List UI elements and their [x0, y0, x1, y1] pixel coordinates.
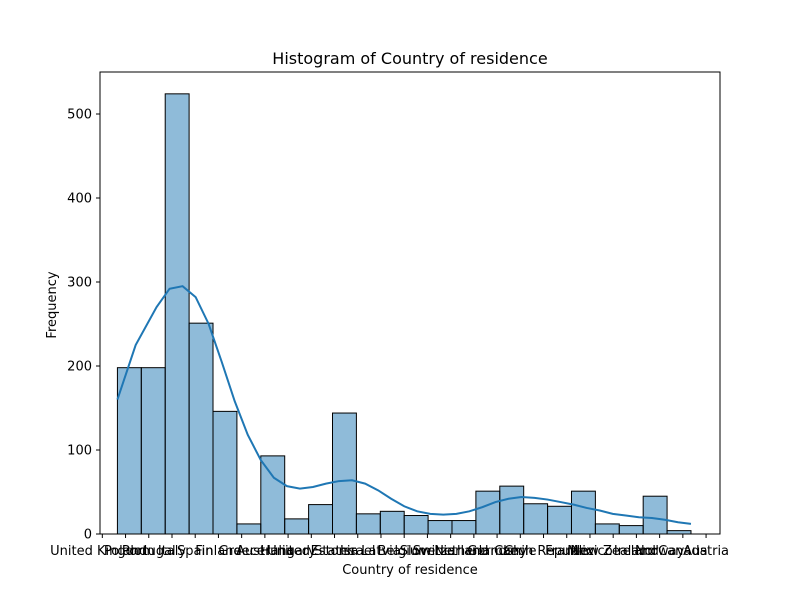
- x-tick-label-23: Ireland: [614, 544, 659, 559]
- histogram-bar-0: [116, 367, 142, 535]
- x-tick-label-3: Italy: [158, 544, 187, 559]
- x-tick-label-5: Finland: [195, 544, 241, 559]
- histogram-bar-9: [332, 412, 357, 535]
- histogram-bar-19: [570, 490, 596, 535]
- y-axis: 0 100 200 300 400 500: [67, 108, 100, 543]
- x-tick-label-20: France: [545, 544, 588, 559]
- x-tick-label-19: Czech Republic: [494, 544, 593, 559]
- histogram-bar-18: [547, 505, 572, 535]
- histogram-bar-4: [212, 410, 238, 535]
- x-tick-label-15: Switzerland: [413, 544, 489, 559]
- y-tick-label-4: 400: [67, 192, 92, 207]
- kde-curve: [116, 285, 692, 525]
- x-tick-label-4: Spain: [177, 544, 213, 559]
- x-axis: United KingdomPolandPortugalItalySpainFi…: [50, 534, 729, 559]
- x-tick-label-12: Latvia: [361, 544, 401, 559]
- histogram-bar-14: [451, 520, 477, 535]
- histogram-bar-21: [618, 525, 644, 535]
- histogram-bar-20: [594, 523, 620, 535]
- histogram-bar-12: [403, 515, 429, 535]
- x-tick-label-13: Belgium: [378, 544, 431, 559]
- histogram-bar-2: [164, 93, 190, 535]
- x-tick-label-24: Norway: [635, 544, 685, 559]
- x-tick-label-2: Portugal: [122, 544, 176, 559]
- y-tick-label-2: 200: [67, 360, 92, 375]
- y-tick-label-5: 500: [67, 108, 92, 123]
- x-tick-label-21: Mexico: [567, 544, 612, 559]
- x-tick-label-26: Austria: [683, 544, 729, 559]
- x-tick-label-7: Australia: [236, 544, 294, 559]
- x-tick-label-1: Poland: [104, 544, 147, 559]
- histogram-bar-16: [499, 485, 525, 535]
- histogram-bar-17: [523, 503, 549, 535]
- histogram-bar-3: [188, 322, 214, 535]
- x-tick-label-0: United Kingdom: [50, 544, 154, 559]
- x-tick-label-9: United States: [267, 544, 355, 559]
- histogram-bar-15: [475, 490, 501, 535]
- chart-title: Histogram of Country of residence: [272, 49, 547, 68]
- x-tick-label-11: Israel: [340, 544, 376, 559]
- histogram-bar-1: [140, 367, 166, 535]
- x-tick-label-6: Greece: [219, 544, 265, 559]
- histogram-bar-13: [427, 520, 453, 535]
- x-tick-label-8: Hungary: [260, 544, 316, 559]
- x-tick-label-14: Slovenia: [400, 544, 455, 559]
- plot-area: [116, 93, 692, 535]
- x-tick-label-10: Estonia: [311, 544, 359, 559]
- histogram-bar-6: [260, 455, 286, 535]
- x-tick-label-17: Germany: [467, 544, 527, 559]
- histogram-bar-8: [308, 504, 334, 535]
- x-tick-label-18: Chile: [504, 544, 537, 559]
- y-tick-label-1: 100: [67, 444, 92, 459]
- histogram-bar-7: [284, 518, 310, 535]
- x-tick-label-25: Canada: [658, 544, 707, 559]
- x-tick-label-22: New Zealand: [570, 544, 655, 559]
- y-tick-label-3: 300: [67, 276, 92, 291]
- plot-frame: [99, 71, 721, 535]
- histogram-bar-10: [355, 513, 381, 535]
- y-tick-label-0: 0: [84, 528, 92, 543]
- histogram-bar-11: [379, 510, 405, 535]
- x-axis-label: Country of residence: [342, 563, 478, 578]
- histogram-bar-5: [236, 523, 262, 535]
- histogram-bar-22: [642, 495, 668, 535]
- x-tick-label-16: Netherlands: [434, 544, 513, 559]
- y-axis-label: Frequency: [45, 271, 60, 338]
- histogram-bar-23: [666, 530, 692, 535]
